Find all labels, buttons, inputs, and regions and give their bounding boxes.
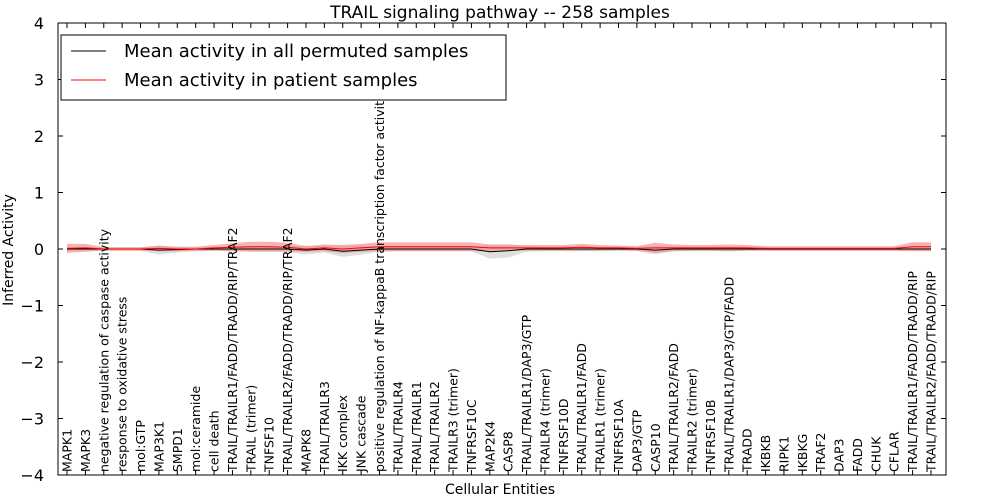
- y-tick-label: −2: [20, 353, 44, 372]
- x-tick-label: negative regulation of caspase activity: [96, 228, 111, 472]
- legend-box: [60, 34, 507, 101]
- x-tick-label: TRAILR1 (trimer): [593, 368, 608, 473]
- x-tick-label: CASP8: [501, 431, 516, 472]
- plot-frame: [57, 22, 947, 476]
- x-tick-label: TRAF2: [813, 432, 828, 473]
- x-tick-label: MAP2K4: [482, 421, 497, 472]
- x-tick-label: TRAIL (trimer): [243, 385, 258, 473]
- x-tick-label: TRAIL/TRAILR1/FADD/TRADD/RIP/TRAF2: [225, 227, 240, 473]
- chart-title: TRAIL signaling pathway -- 258 samples: [329, 3, 670, 23]
- x-tick-label: TNFSF10: [262, 417, 277, 473]
- band-series-2: [67, 241, 931, 253]
- x-tick-label: CASP10: [648, 423, 663, 472]
- x-tick-label: TRAIL/TRAILR2/FADD/TRADD/RIP: [924, 271, 939, 473]
- y-tick-label: −4: [20, 466, 44, 485]
- x-tick-label: IKBKG: [795, 434, 810, 472]
- x-tick-label: TRAILR4 (trimer): [538, 368, 553, 473]
- y-tick-label: 0: [34, 240, 44, 259]
- x-tick-label: CFLAR: [887, 431, 902, 472]
- x-tick-label: TRAILR2 (trimer): [685, 368, 700, 473]
- axis-ticks: [58, 22, 946, 476]
- x-tick-label: RIPK1: [776, 436, 791, 472]
- x-tick-label: TRADD: [740, 428, 755, 473]
- x-tick-label: positive regulation of NF-kappaB transcr…: [372, 93, 387, 472]
- x-tick-label: mol:ceramide: [188, 386, 203, 472]
- x-tick-label: TRAIL/TRAILR1/DAP3/GTP: [519, 314, 534, 473]
- x-tick-label: TNFRSF10A: [611, 399, 626, 473]
- x-tick-label: TRAILR3 (trimer): [446, 368, 461, 473]
- x-tick-label: TNFRSF10B: [703, 400, 718, 473]
- x-axis-label: Cellular Entities: [445, 482, 555, 498]
- y-tick-labels: 4 3 2 1 0 −1 −2 −3 −4: [20, 14, 44, 485]
- y-tick-label: 2: [34, 127, 44, 146]
- x-tick-label: TRAIL/TRAILR1/FADD: [574, 343, 589, 473]
- legend-label-series-2: Mean activity in patient samples: [124, 70, 418, 91]
- x-tick-label: DAP3/GTP: [629, 409, 644, 472]
- x-tick-label: MAPK1: [60, 429, 75, 472]
- x-tick-label: TRAIL/TRAILR1/FADD/TRADD/RIP: [905, 271, 920, 473]
- x-tick-label: SMPD1: [170, 428, 185, 472]
- x-tick-label: IKBKB: [758, 435, 773, 472]
- x-tick-label: IKK complex: [335, 395, 350, 472]
- x-tick-label: CHUK: [868, 436, 883, 472]
- x-tick-label: TNFRSF10C: [464, 399, 479, 473]
- y-tick-label: 4: [34, 14, 44, 33]
- y-tick-label: 1: [34, 184, 44, 203]
- y-tick-label: 3: [34, 71, 44, 90]
- line-series-1: [67, 248, 931, 253]
- y-tick-label: −3: [20, 410, 44, 429]
- line-series-2: [66, 246, 931, 250]
- x-tick-label: TRAIL/TRAILR4: [390, 381, 405, 473]
- x-tick-label: TRAIL/TRAILR2/FADD/TRADD/RIP/TRAF2: [280, 227, 295, 473]
- x-tick-label: DAP3: [832, 439, 847, 472]
- legend: Mean activity in all permuted samples Mea…: [60, 34, 507, 101]
- x-tick-label: TRAIL/TRAILR1/DAP3/GTP/FADD: [721, 277, 736, 473]
- x-tick-label: TRAIL/TRAILR1: [409, 381, 424, 473]
- x-tick-label: MAPK3: [78, 429, 93, 472]
- x-tick-label: JNK cascade: [354, 395, 369, 473]
- x-tick-label: TRAIL/TRAILR2/FADD: [666, 343, 681, 473]
- x-tick-label: TNFRSF10D: [556, 398, 571, 473]
- x-tick-labels: MAPK1 MAPK3 negative regulation of caspase…: [60, 93, 939, 473]
- x-tick-label: FADD: [850, 438, 865, 472]
- y-tick-label: −1: [20, 297, 44, 316]
- series-lines: [66, 246, 931, 253]
- x-tick-label: MAP3K1: [151, 421, 166, 472]
- x-tick-label: cell death: [207, 410, 222, 472]
- legend-label-series-1: Mean activity in all permuted samples: [124, 41, 468, 62]
- x-tick-label: TRAIL/TRAILR2: [427, 381, 442, 473]
- x-tick-label: TRAIL/TRAILR3: [317, 381, 332, 473]
- x-tick-label: response to oxidative stress: [115, 297, 130, 472]
- y-axis-label: Inferred Activity: [1, 194, 17, 306]
- x-tick-label: mol:GTP: [133, 420, 148, 472]
- x-tick-label: MAPK8: [299, 429, 314, 472]
